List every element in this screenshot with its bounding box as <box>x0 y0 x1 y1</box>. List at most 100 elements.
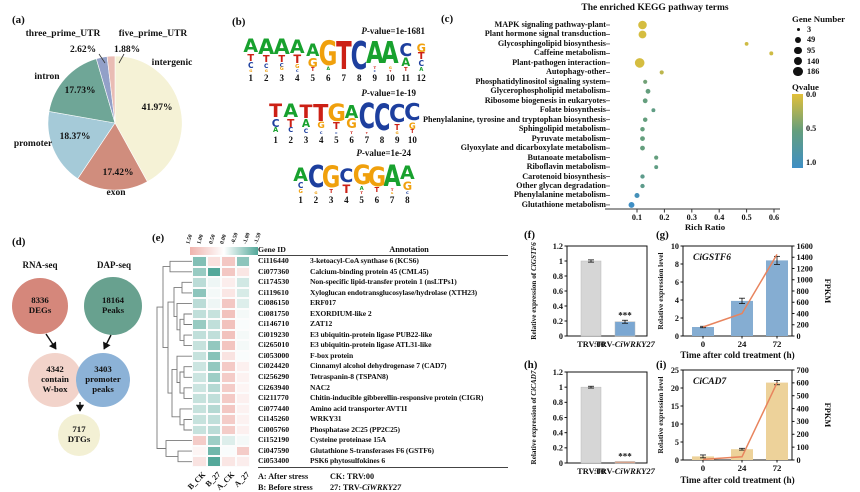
gene-annotation: Amino acid transporter AVT1I <box>310 403 408 413</box>
kegg-dot <box>642 117 648 122</box>
gene-id: Ci024420 <box>258 361 290 371</box>
gene-table-row: Ci086150 ERF017 <box>258 298 508 309</box>
scale-tick: 1.00 <box>196 233 206 245</box>
heatmap-cell <box>221 308 236 320</box>
x-axis-label: Time after cold treatment (h) <box>680 350 794 360</box>
left-tick-label: 6 <box>675 278 679 287</box>
heatmap-cell <box>221 256 236 267</box>
category-label: 24 <box>738 463 747 473</box>
logo-letter-A: A <box>306 40 320 61</box>
logo-pos-num: 4 <box>318 135 324 145</box>
heatmap-cell <box>221 382 236 394</box>
logo-letter-A: A <box>365 35 384 71</box>
gene-annotation: NAC2 <box>310 382 330 392</box>
venn-node-text: 18164 <box>102 295 124 306</box>
logo-letter-T: T <box>247 52 255 64</box>
gene-table-row: Ci053000 F-box protein <box>258 351 508 362</box>
gene-id: Ci077440 <box>258 403 290 413</box>
kegg-dot <box>628 201 635 208</box>
heatmap-cell <box>221 414 236 425</box>
right-tick-label: 1600 <box>797 242 813 251</box>
gene-annotation: WRKY31 <box>310 414 342 424</box>
x-tick-label: 0.4 <box>714 213 724 222</box>
scale-tick: 1.50 <box>185 233 195 245</box>
heatmap-cell <box>221 266 236 278</box>
logo-pos-num: 1 <box>273 135 278 145</box>
x-tick-label: 0.6 <box>769 213 779 222</box>
pie-pct-intron: 17.73% <box>64 86 96 96</box>
gene-table-row: Ci047590 Glutathione S-transferases F6 (G… <box>258 446 508 457</box>
category-label: 0 <box>701 463 706 473</box>
left-tick-label: 4 <box>675 296 679 305</box>
logo-letter-A: A <box>293 163 308 186</box>
bar <box>614 321 636 337</box>
gene-id: Ci086150 <box>258 298 290 308</box>
y-axis-label: Relative expression of CiGSTF6 <box>530 242 538 340</box>
leader-line-five-prime <box>118 53 125 64</box>
gene-annotation: F-box protein <box>310 350 354 360</box>
left-tick-label: 20 <box>671 384 679 393</box>
heatmap-cell <box>206 277 221 288</box>
gene-table-row: Ci077360 Calcium-binding protein 45 (CML4… <box>258 267 508 278</box>
fpkm-line <box>702 382 778 461</box>
logo-pos-num: 9 <box>372 73 378 83</box>
logo-position-numbers: 1 2 3 4 5 6 7 8 9 10 11 12 <box>243 73 429 83</box>
kegg-dot <box>638 20 647 30</box>
kegg-title: The enriched KEGG pathway terms <box>581 3 729 13</box>
left-tick-label: 8 <box>675 260 679 269</box>
pie-pct-exon: 17.42% <box>102 168 134 178</box>
heatmap-cell <box>206 298 221 309</box>
venn-node-text: Peaks <box>102 305 124 315</box>
heatmap-grid <box>192 256 250 467</box>
bar <box>692 327 714 336</box>
logo-letter-C: C <box>264 62 269 70</box>
scale-tick: 0.50 <box>207 233 217 245</box>
heatmap-cell <box>206 256 221 267</box>
logo-letter-A: A <box>258 34 275 59</box>
gene-annotation: ZAT12 <box>310 319 333 329</box>
logo-pos-num: 7 <box>389 195 395 205</box>
logo-letter-G: G <box>307 55 318 70</box>
venn-node-peaks: 3403 promoter peaks <box>76 353 130 407</box>
heatmap-cell <box>192 298 207 309</box>
gene-number-legend-row: 49 <box>792 35 858 46</box>
heatmap-cell <box>221 277 236 288</box>
gene-table-row: Ci174530 Non-specific lipid-transfer prot… <box>258 277 508 288</box>
heatmap-cell <box>192 445 207 457</box>
gene-id: Ci152190 <box>258 435 290 445</box>
right-tick-label: 500 <box>797 392 809 401</box>
logo-pvalue: P-value=1e-19 <box>361 88 416 98</box>
heatmap-cell <box>235 277 250 288</box>
pie-chart <box>47 53 183 191</box>
gene-id: Ci211770 <box>258 393 289 403</box>
gene-annotation: Non-specific lipid-transfer protein 1 (n… <box>310 277 457 287</box>
heatmap-cell <box>192 393 207 404</box>
logo-letter-A: A <box>273 34 290 59</box>
logo-letter-A: A <box>289 35 305 58</box>
logo-pos-num: 12 <box>416 73 426 83</box>
footnote-27: 27: TRV-CiWRKY27 <box>330 482 402 492</box>
kegg-dot <box>640 183 645 189</box>
heatmap-cell <box>206 319 221 330</box>
logo-letter-C: C <box>399 40 413 61</box>
bar <box>766 260 788 336</box>
chart-title: CiGSTF6 <box>693 253 731 263</box>
heatmap-cell <box>192 424 207 436</box>
gene-table-row: Ci019230 E3 ubiquitin-protein ligase PUB2… <box>258 330 508 341</box>
logo-letter-T: T <box>269 100 283 123</box>
fpkm-line <box>702 254 778 328</box>
gene-table-row: Ci116440 3-ketoacyl-CoA synthase 6 (KCS6) <box>258 256 508 267</box>
venn-node-text: 3403 <box>94 364 112 375</box>
heatmap-cell <box>221 424 236 436</box>
logo-letter-C: C <box>288 126 294 135</box>
logo-letter-G: G <box>321 160 341 195</box>
panel-label-h: (h) <box>524 359 538 371</box>
logo-letter-C: C <box>271 117 280 130</box>
